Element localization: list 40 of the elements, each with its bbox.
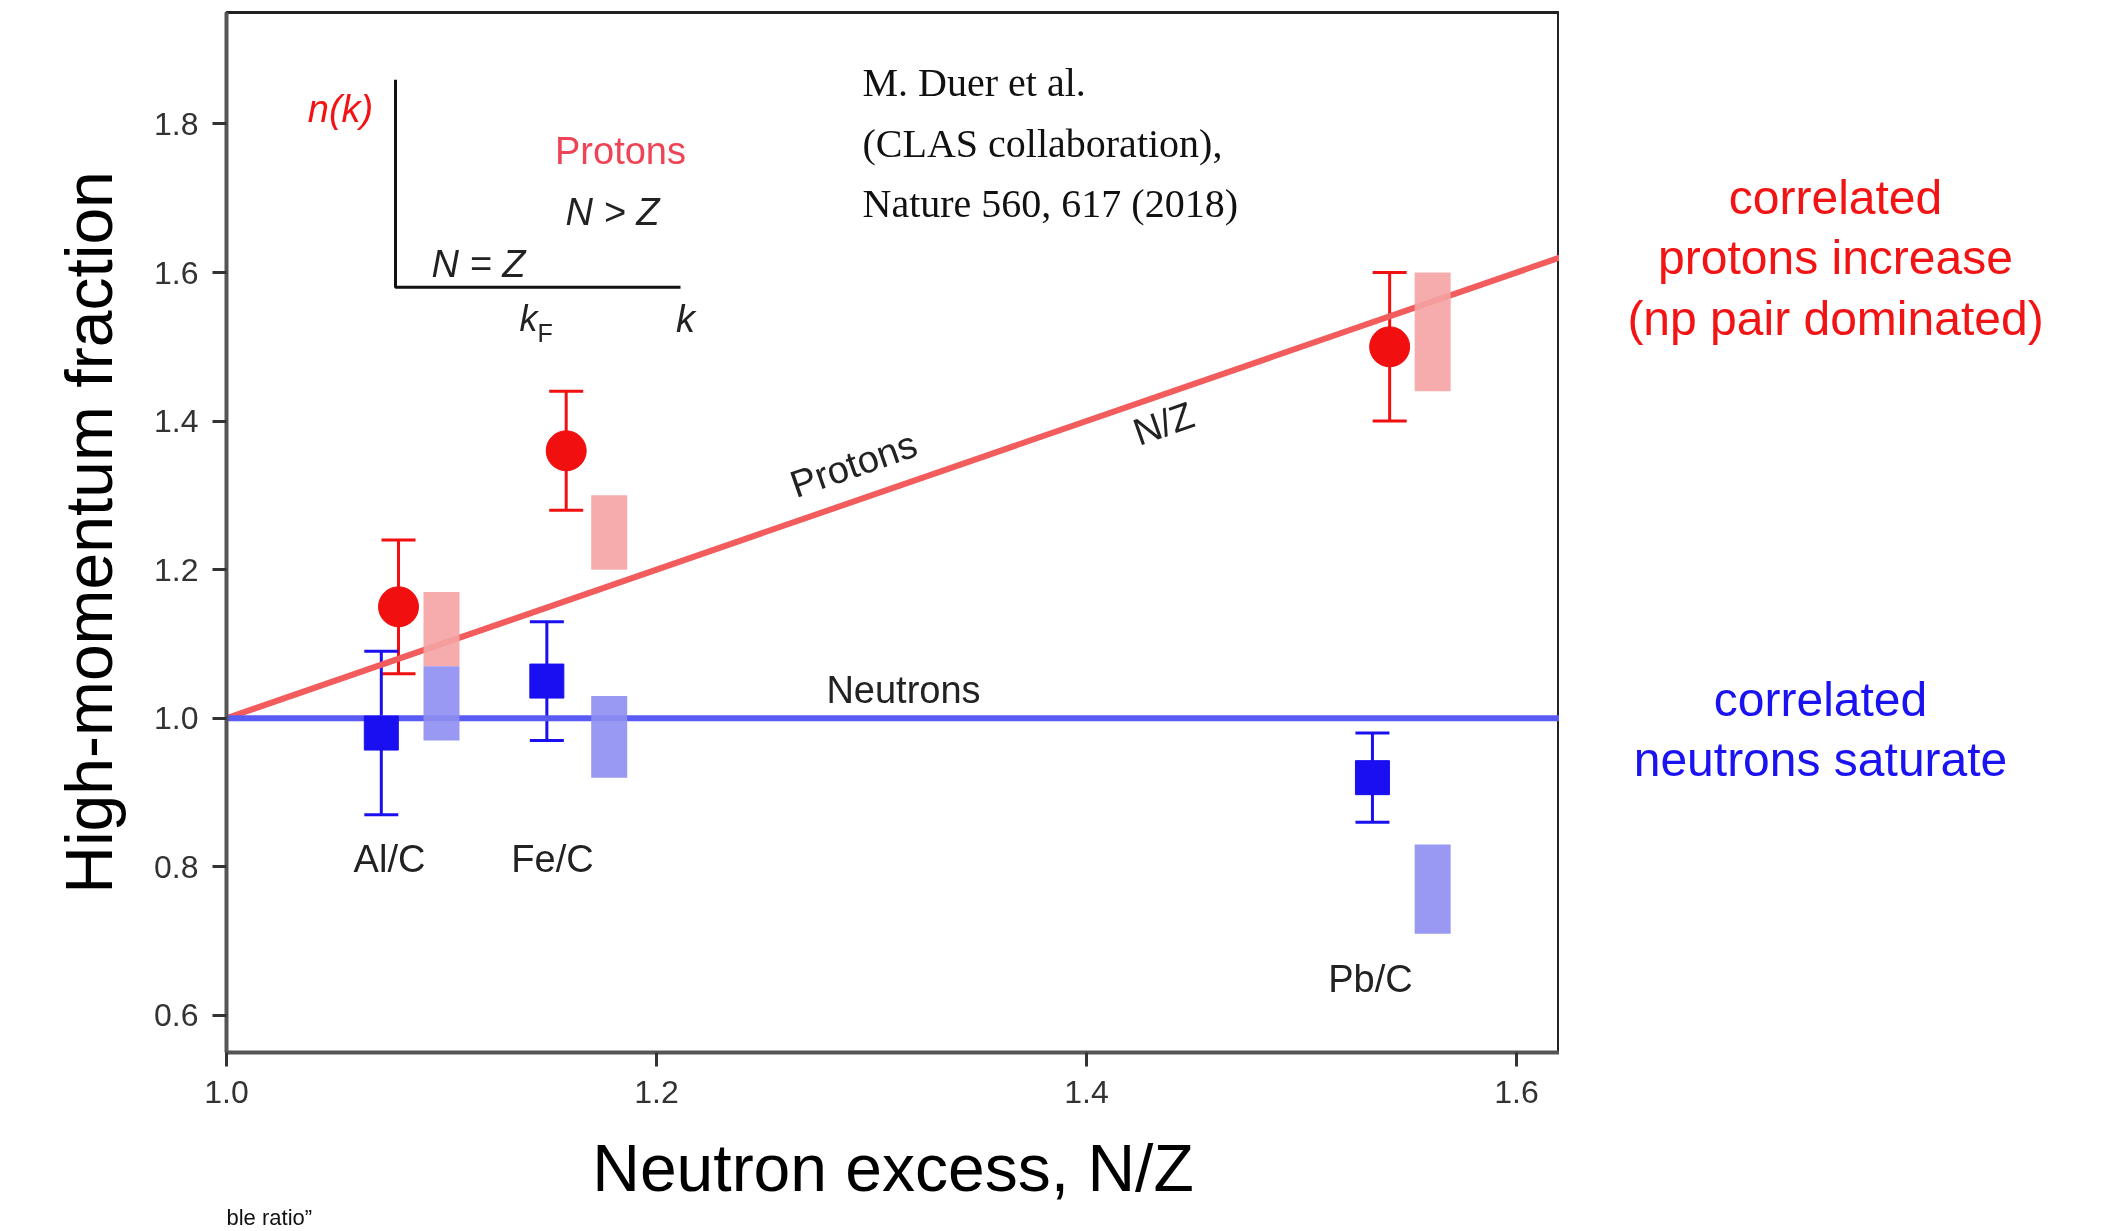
- x-tick-label: 1.4: [1064, 1073, 1109, 1110]
- y-tick-label: 1.2: [154, 551, 199, 588]
- annotation: M. Duer et al. (CLAS collaboration), Nature 560, 617 (2018): [862, 59, 1238, 227]
- bar: [423, 591, 460, 667]
- annotation: k: [676, 297, 697, 340]
- point: [1369, 326, 1411, 368]
- y-axis-title: High-momentum fraction: [52, 171, 127, 894]
- y-tick-label: 1.6: [154, 254, 199, 291]
- annotation: Protons: [784, 422, 923, 506]
- bar: [423, 666, 460, 741]
- point: [1354, 760, 1390, 796]
- x-tick-label: 1.6: [1494, 1073, 1539, 1110]
- point: [363, 715, 399, 751]
- y-tick-label: 0.6: [154, 997, 199, 1034]
- bar: [591, 495, 628, 570]
- bar: [1414, 844, 1451, 934]
- text: correlated neutrons saturate: [1633, 672, 2008, 787]
- annotation: N > Z: [565, 191, 662, 234]
- text: correlated protons increase (np pair dominated): [1627, 170, 2044, 346]
- point: [529, 663, 565, 699]
- y-tick-label: 1.8: [154, 105, 199, 142]
- annotation: n(k): [307, 88, 374, 131]
- bar: [1414, 272, 1451, 392]
- annotation: Pb/C: [1328, 958, 1413, 1001]
- annotation: Protons: [555, 129, 686, 172]
- annotation: Fe/C: [511, 837, 594, 880]
- text: ble ratio”: [226, 1204, 313, 1230]
- bar: [591, 695, 628, 778]
- annotation: N = Z: [431, 242, 528, 285]
- x-tick-label: 1.0: [204, 1073, 249, 1110]
- annotation: Neutrons: [826, 668, 981, 711]
- x-tick-label: 1.2: [634, 1073, 679, 1110]
- point: [545, 430, 587, 472]
- y-tick-label: 1.0: [154, 700, 199, 737]
- annotation: Al/C: [353, 837, 426, 880]
- y-tick-label: 1.4: [154, 403, 199, 440]
- point: [378, 586, 419, 628]
- y-tick-label: 0.8: [154, 848, 199, 885]
- annotation: N/Z: [1127, 393, 1200, 454]
- x-axis-title: Neutron excess, N/Z: [592, 1130, 1194, 1205]
